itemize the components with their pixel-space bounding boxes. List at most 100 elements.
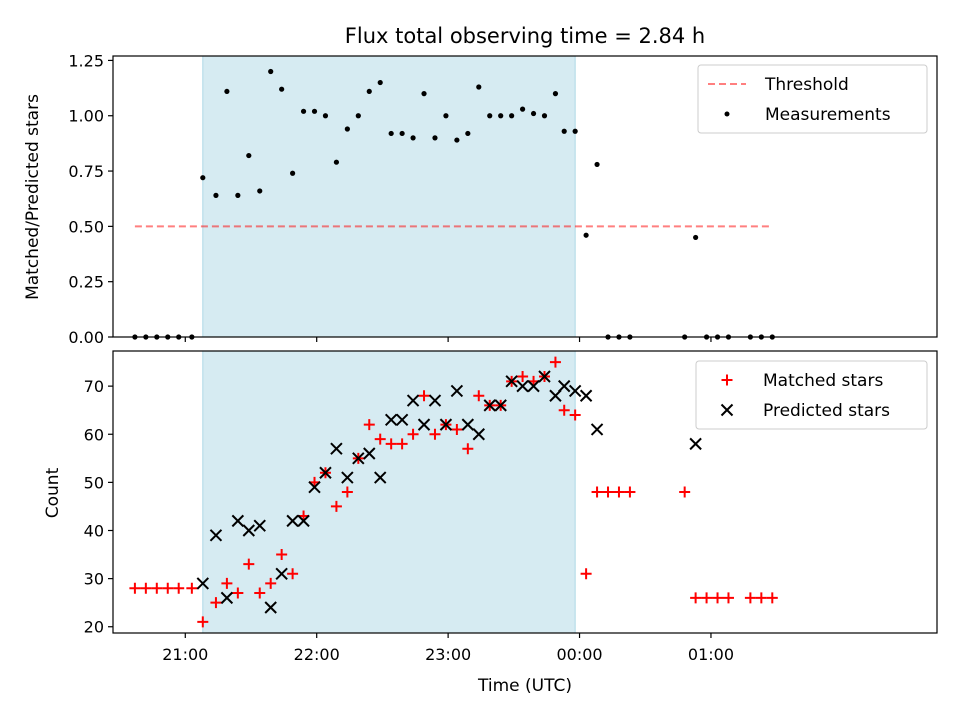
measurement-point	[311, 108, 318, 114]
top-shade-rect	[202, 55, 576, 338]
measurement-point	[235, 192, 241, 198]
top-y-tick-label: 0.00	[68, 328, 104, 347]
measurement-point	[410, 135, 416, 141]
measurement-point	[541, 113, 548, 119]
measurement-point	[476, 84, 482, 90]
predicted-star-point	[220, 591, 234, 605]
measurements-legend-swatch	[724, 111, 730, 117]
matched-star-point	[580, 568, 592, 580]
bottom-x-tick-label: 22:00	[294, 645, 340, 664]
predicted-star-point	[590, 423, 604, 436]
predicted-legend-marker	[720, 403, 734, 417]
matched-star-point	[613, 486, 625, 498]
x-axis-label: Time (UTC)	[477, 676, 572, 696]
matched-star-point	[712, 592, 724, 604]
predicted-star-point	[516, 379, 529, 393]
matched-star-point	[558, 404, 570, 416]
matched-star-point	[374, 433, 386, 445]
measurement-point	[399, 130, 405, 137]
bottom-x-axis: 21:00 22:00 23:00 00:00 01:00	[162, 633, 734, 664]
matched-star-point	[140, 582, 152, 594]
predicted-legend-swatch	[720, 403, 734, 417]
measurement-point	[552, 91, 559, 97]
measurement-point	[200, 175, 206, 181]
measurement-point	[519, 106, 526, 112]
matched-star-point	[396, 438, 408, 450]
matched-star-point	[462, 443, 474, 455]
top-x-ticks	[184, 337, 712, 342]
bottom-legend: Matched stars Predicted stars	[695, 360, 928, 430]
matched-star-point	[549, 356, 561, 368]
matched-star-point	[407, 428, 419, 440]
matched-star-point	[517, 371, 529, 383]
predicted-star-point	[527, 379, 540, 393]
matched-star-point	[679, 486, 691, 498]
top-y-tick-label: 1.25	[68, 51, 104, 70]
bottom-shaded-region	[202, 350, 576, 634]
matched-star-point	[173, 582, 185, 594]
top-y-tick-label: 0.50	[68, 217, 104, 236]
measurement-points	[132, 68, 775, 340]
predicted-star-point	[231, 514, 245, 528]
matched-star-point	[243, 558, 255, 570]
predicted-star-point	[549, 389, 562, 402]
predicted-star-point	[557, 379, 571, 393]
measurement-point	[561, 128, 567, 134]
matched-star-point	[197, 616, 209, 628]
matched-star-point	[569, 409, 581, 421]
top-y-tick-label: 0.25	[68, 273, 104, 292]
matched-star-point	[162, 582, 174, 594]
predicted-star-point	[253, 519, 266, 532]
matched-star-point	[701, 592, 713, 604]
measurement-point	[594, 161, 600, 168]
matched-star-point	[624, 486, 636, 498]
predicted-star-point	[242, 524, 256, 537]
bottom-legend-box	[695, 360, 928, 430]
top-y-axis: 0.00 0.25 0.50 0.75 1.00 1.25	[68, 51, 113, 347]
top-y-tick-label: 1.00	[68, 107, 104, 126]
top-legend: Threshold Measurements	[697, 64, 928, 134]
matched-star-point	[722, 592, 734, 604]
matched-star-point	[591, 486, 603, 498]
measurement-point	[377, 79, 383, 86]
measurement-point	[257, 188, 263, 194]
predicted-star-point	[417, 418, 431, 431]
bottom-x-tick-label: 00:00	[556, 645, 602, 664]
matched-star-point	[151, 582, 163, 594]
matched-star-point	[429, 428, 441, 440]
matched-star-point	[363, 419, 375, 431]
top-shaded-region	[202, 55, 576, 338]
measurement-point	[268, 68, 274, 75]
predicted-stars-points	[196, 370, 702, 614]
matched-star-point	[766, 592, 778, 604]
matched-star-point	[210, 597, 222, 609]
measurement-point	[693, 234, 699, 241]
measurement-point	[344, 126, 350, 132]
bottom-y-tick-label: 60	[84, 425, 104, 444]
predicted-star-point	[341, 471, 354, 484]
matched-legend-marker	[721, 374, 733, 386]
top-y-tick-label: 0.75	[68, 162, 104, 181]
predicted-star-point	[384, 413, 398, 427]
predicted-star-point	[450, 384, 464, 398]
measurement-point	[421, 91, 427, 97]
measurement-point	[213, 192, 219, 198]
bottom-x-tick-label: 01:00	[688, 645, 734, 664]
measurement-point	[290, 170, 296, 176]
measurement-point	[246, 152, 252, 159]
measurement-point	[279, 86, 285, 92]
predicted-star-point	[297, 514, 310, 528]
bottom-y-tick-label: 30	[84, 570, 104, 589]
predicted-star-point	[286, 514, 299, 528]
measurement-point	[322, 113, 329, 119]
predicted-star-point	[319, 466, 332, 479]
bottom-y-axis-label: Count	[43, 467, 63, 518]
predicted-star-point	[308, 480, 321, 494]
predicted-star-point	[494, 399, 507, 412]
bottom-y-tick-label: 70	[84, 377, 104, 396]
bottom-y-tick-label: 40	[84, 521, 104, 540]
predicted-star-point	[538, 370, 551, 383]
predicted-star-point	[209, 529, 223, 542]
matched-star-point	[276, 549, 288, 561]
